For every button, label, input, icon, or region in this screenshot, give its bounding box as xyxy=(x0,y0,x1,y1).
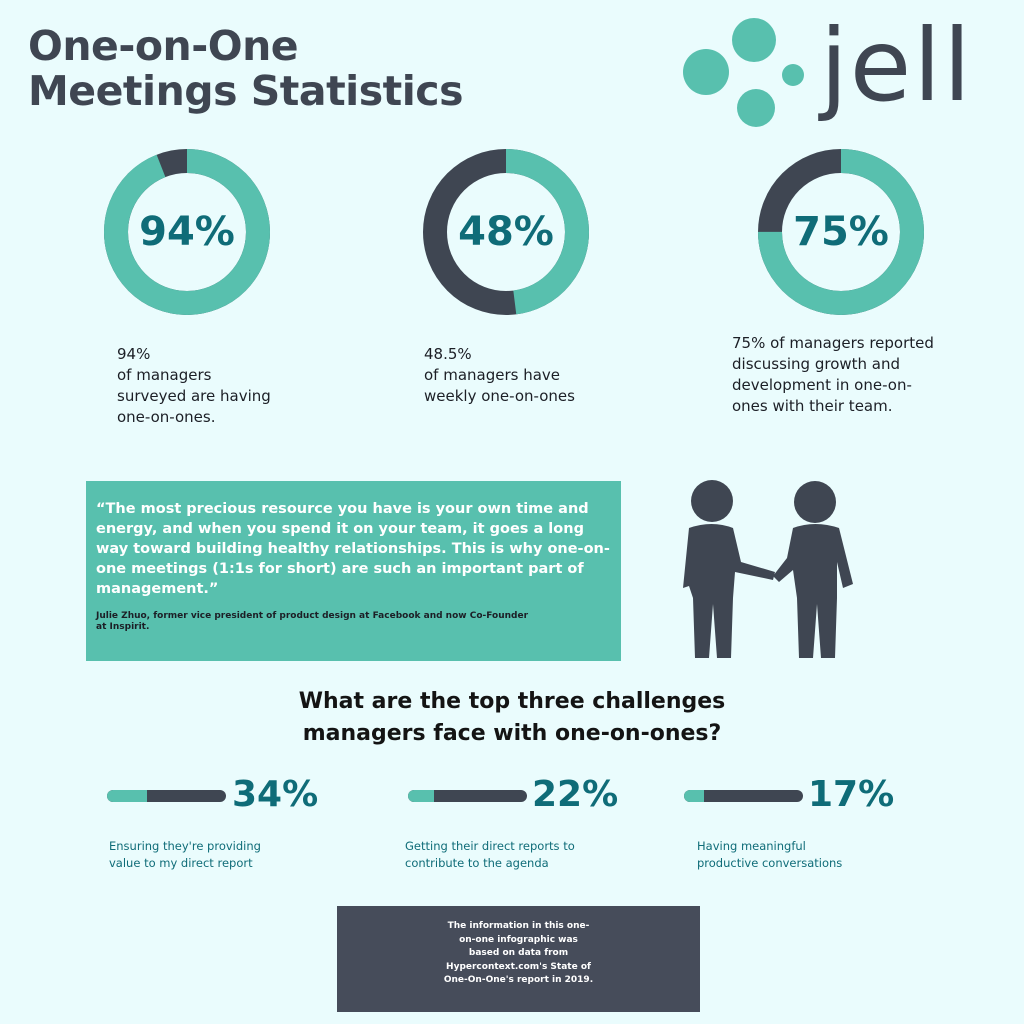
dots-logo-icon xyxy=(683,18,804,127)
stat-1-line: of managers xyxy=(117,366,212,384)
heading-line-2: managers face with one-on-ones? xyxy=(302,721,722,746)
challenge-bar-2 xyxy=(408,790,527,802)
challenge-3-line: Having meaningful xyxy=(697,839,806,853)
quote-text: “The most precious resource you have is … xyxy=(96,501,610,597)
source-line: on-one infographic was xyxy=(459,934,578,945)
challenges-heading: What are the top three challenges manage… xyxy=(200,686,824,750)
challenge-bar-2-fill xyxy=(408,790,434,802)
challenge-percent-2: 22% xyxy=(532,774,619,815)
stat-percent-2: 48% xyxy=(458,209,554,255)
stat-3-line: ones with their team. xyxy=(732,397,893,415)
ring-chart-1 xyxy=(104,149,270,315)
stat-3-line: 75% of managers reported xyxy=(732,334,934,352)
challenge-percent-1: 34% xyxy=(232,774,319,815)
challenge-label-1: Ensuring they're providing value to my d… xyxy=(109,838,261,872)
source-line: based on data from xyxy=(468,948,569,958)
challenge-bar-3 xyxy=(684,790,803,802)
stat-2-line: of managers have xyxy=(424,366,561,384)
stat-description-2: 48.5% of managers have weekly one-on-one… xyxy=(424,344,575,407)
page-title: One-on-One Meetings Statistics xyxy=(28,22,464,115)
source-note-box: The information in this one- on-one info… xyxy=(337,906,700,1012)
stat-2-line: weekly one-on-ones xyxy=(424,387,575,405)
stat-1-line: one-on-ones. xyxy=(117,408,216,426)
challenge-bar-1 xyxy=(107,790,226,802)
challenge-2-line: contribute to the agenda xyxy=(405,856,549,870)
source-line: One-On-One's report in 2019. xyxy=(443,975,594,985)
challenge-2-line: Getting their direct reports to xyxy=(405,839,575,853)
challenge-3-line: productive conversations xyxy=(697,856,843,870)
logo-wordmark: jell xyxy=(820,7,973,124)
challenge-bar-1-fill xyxy=(107,790,147,802)
ring-chart-3 xyxy=(758,149,924,315)
handshake-people-icon xyxy=(683,480,853,658)
stat-ring-3: 75% xyxy=(755,146,927,318)
jell-logo: jell xyxy=(680,7,1000,134)
stat-2-line: 48.5% xyxy=(424,345,472,363)
stat-description-1: 94% of managers surveyed are having one-… xyxy=(117,344,271,428)
challenge-1-line: Ensuring they're providing xyxy=(109,839,261,853)
quote-box: “The most precious resource you have is … xyxy=(86,481,621,661)
stat-percent-3: 75% xyxy=(793,209,889,255)
stat-1-line: surveyed are having xyxy=(117,387,271,405)
source-line: Hypercontext.com's State of xyxy=(446,961,591,972)
stat-ring-2: 48% xyxy=(420,146,592,318)
challenge-label-3: Having meaningful productive conversatio… xyxy=(697,838,842,872)
title-line-2: Meetings Statistics xyxy=(28,67,464,115)
stat-3-line: development in one-on- xyxy=(732,376,912,394)
source-line: The information in this one- xyxy=(447,921,590,931)
title-line-1: One-on-One xyxy=(28,22,299,70)
challenge-1-line: value to my direct report xyxy=(109,856,253,870)
stat-1-line: 94% xyxy=(117,345,151,363)
stat-ring-1: 94% xyxy=(101,146,273,318)
stat-percent-1: 94% xyxy=(139,209,235,255)
source-note: The information in this one- on-one info… xyxy=(429,920,609,1012)
challenge-bar-3-fill xyxy=(684,790,704,802)
stat-3-line: discussing growth and xyxy=(732,355,901,373)
challenge-percent-3: 17% xyxy=(808,774,895,815)
ring-chart-2 xyxy=(423,149,589,315)
quote-author: Julie Zhuo, former vice president of pro… xyxy=(96,611,529,632)
challenge-label-2: Getting their direct reports to contribu… xyxy=(405,838,575,872)
stat-description-3: 75% of managers reported discussing grow… xyxy=(732,333,934,417)
heading-line-1: What are the top three challenges xyxy=(298,689,726,714)
